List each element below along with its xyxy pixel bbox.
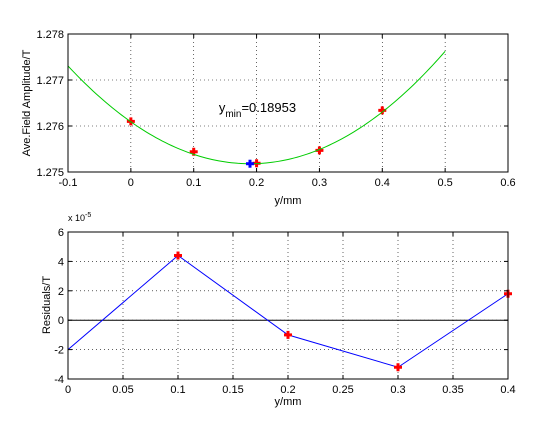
x-tick-label: 0.4 [375,177,390,189]
minimum-marker [245,159,254,168]
x-tick-label: 0 [128,177,134,189]
y-tick-label: 4 [58,256,64,268]
exponent-base: x 10 [68,213,85,223]
residuals-ticks: 0 0.05 0.1 0.15 0.2 0.25 0.3 0.35 0.4 -4 -2 0 2 4 6 [54,227,515,396]
annotation-value: =0.18953 [241,100,296,115]
x-tick-label: 0.05 [112,384,133,396]
y-tick-label: 1.276 [36,121,64,133]
fit-gridlines [68,34,508,172]
annotation-prefix: y [219,100,226,115]
fit-plot-area [68,34,508,172]
y-tick-label: 6 [58,227,64,239]
x-tick-label: 0.15 [222,384,243,396]
data-point-marker [174,251,182,260]
annotation-subscript: min [225,109,241,120]
fit-curve [67,50,446,165]
data-point-marker [394,363,402,372]
x-tick-label: 0.25 [332,384,353,396]
x-tick-label: 0.35 [442,384,463,396]
residuals-y-axis-label: Residuals/T [41,276,53,334]
y-tick-label: 1.275 [36,167,64,179]
x-tick-label: 0.6 [500,177,515,189]
x-tick-label: 0.1 [186,177,201,189]
fit-axes: -0.1 0 0.1 0.2 0.3 0.4 0.5 0.6 1.275 1.276 1.277 1.… [21,29,516,207]
fit-data-layer [67,50,446,168]
x-tick-label: 0 [65,384,71,396]
y-min-annotation: ymin=0.18953 [219,100,296,120]
x-tick-label: 0.4 [500,384,515,396]
x-tick-label: 0.5 [437,177,452,189]
y-tick-label: 1.278 [36,29,64,41]
y-tick-label: 1.277 [36,75,64,87]
fit-axes-box [67,33,509,173]
residuals-axes: 0 0.05 0.1 0.15 0.2 0.25 0.3 0.35 0.4 -4 -2 0 2 4 6 x … [41,212,516,408]
residuals-exponent-label: x 10-5 [68,212,91,223]
fit-ticks: -0.1 0 0.1 0.2 0.3 0.4 0.5 0.6 1.275 1.276 1.277 1.… [36,29,515,189]
fit-x-axis-label: y/mm [275,195,302,207]
x-tick-label: -0.1 [59,177,78,189]
y-tick-label: 2 [58,286,64,298]
y-tick-label: -4 [54,374,64,386]
x-tick-label: 0.1 [170,384,185,396]
x-tick-label: 0.3 [312,177,327,189]
x-tick-label: 0.3 [390,384,405,396]
y-tick-label: -2 [54,345,64,357]
fit-y-axis-label: Ave.Field Amplitude/T [21,49,33,156]
exponent-power: -5 [85,212,91,219]
x-tick-label: 0.2 [280,384,295,396]
data-point-marker [284,330,292,339]
x-tick-label: 0.2 [249,177,264,189]
y-tick-label: 0 [58,315,64,327]
residuals-x-axis-label: y/mm [275,396,302,408]
